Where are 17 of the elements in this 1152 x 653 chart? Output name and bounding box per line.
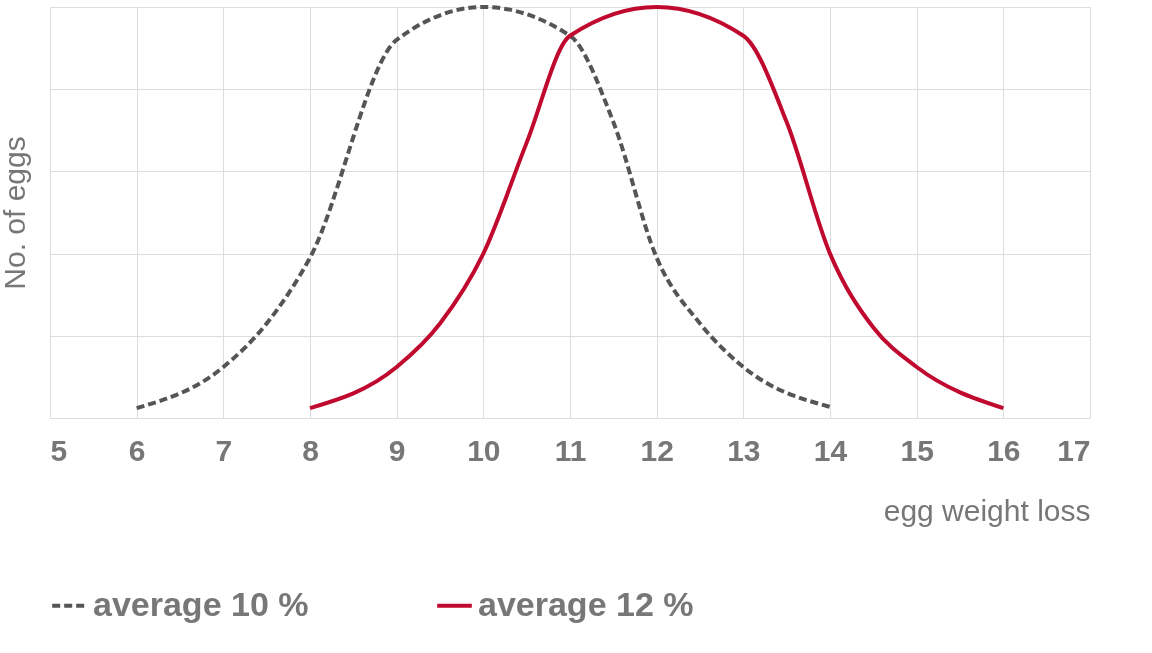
x-tick-label: 13 [727, 433, 761, 467]
x-tick-label: 17 [1057, 433, 1091, 467]
x-tick-label: 6 [128, 433, 146, 467]
x-tick-label: 5 [50, 433, 68, 467]
x-tick-label: 14 [813, 433, 848, 467]
legend-label: average 10 % [93, 584, 309, 623]
x-tick-label: 8 [302, 433, 319, 467]
x-tick-label: 12 [640, 433, 674, 467]
legend-label: average 12 % [478, 584, 694, 623]
x-tick-label: 11 [554, 433, 587, 467]
x-axis-title: egg weight loss [883, 493, 1091, 527]
x-tick-label: 15 [900, 433, 934, 467]
y-axis-title: No. of eggs [0, 136, 31, 290]
x-tick-label: 9 [388, 433, 406, 467]
x-tick-label: 16 [987, 433, 1021, 467]
x-tick-label: 10 [467, 433, 501, 467]
x-tick-label: 7 [215, 433, 233, 467]
